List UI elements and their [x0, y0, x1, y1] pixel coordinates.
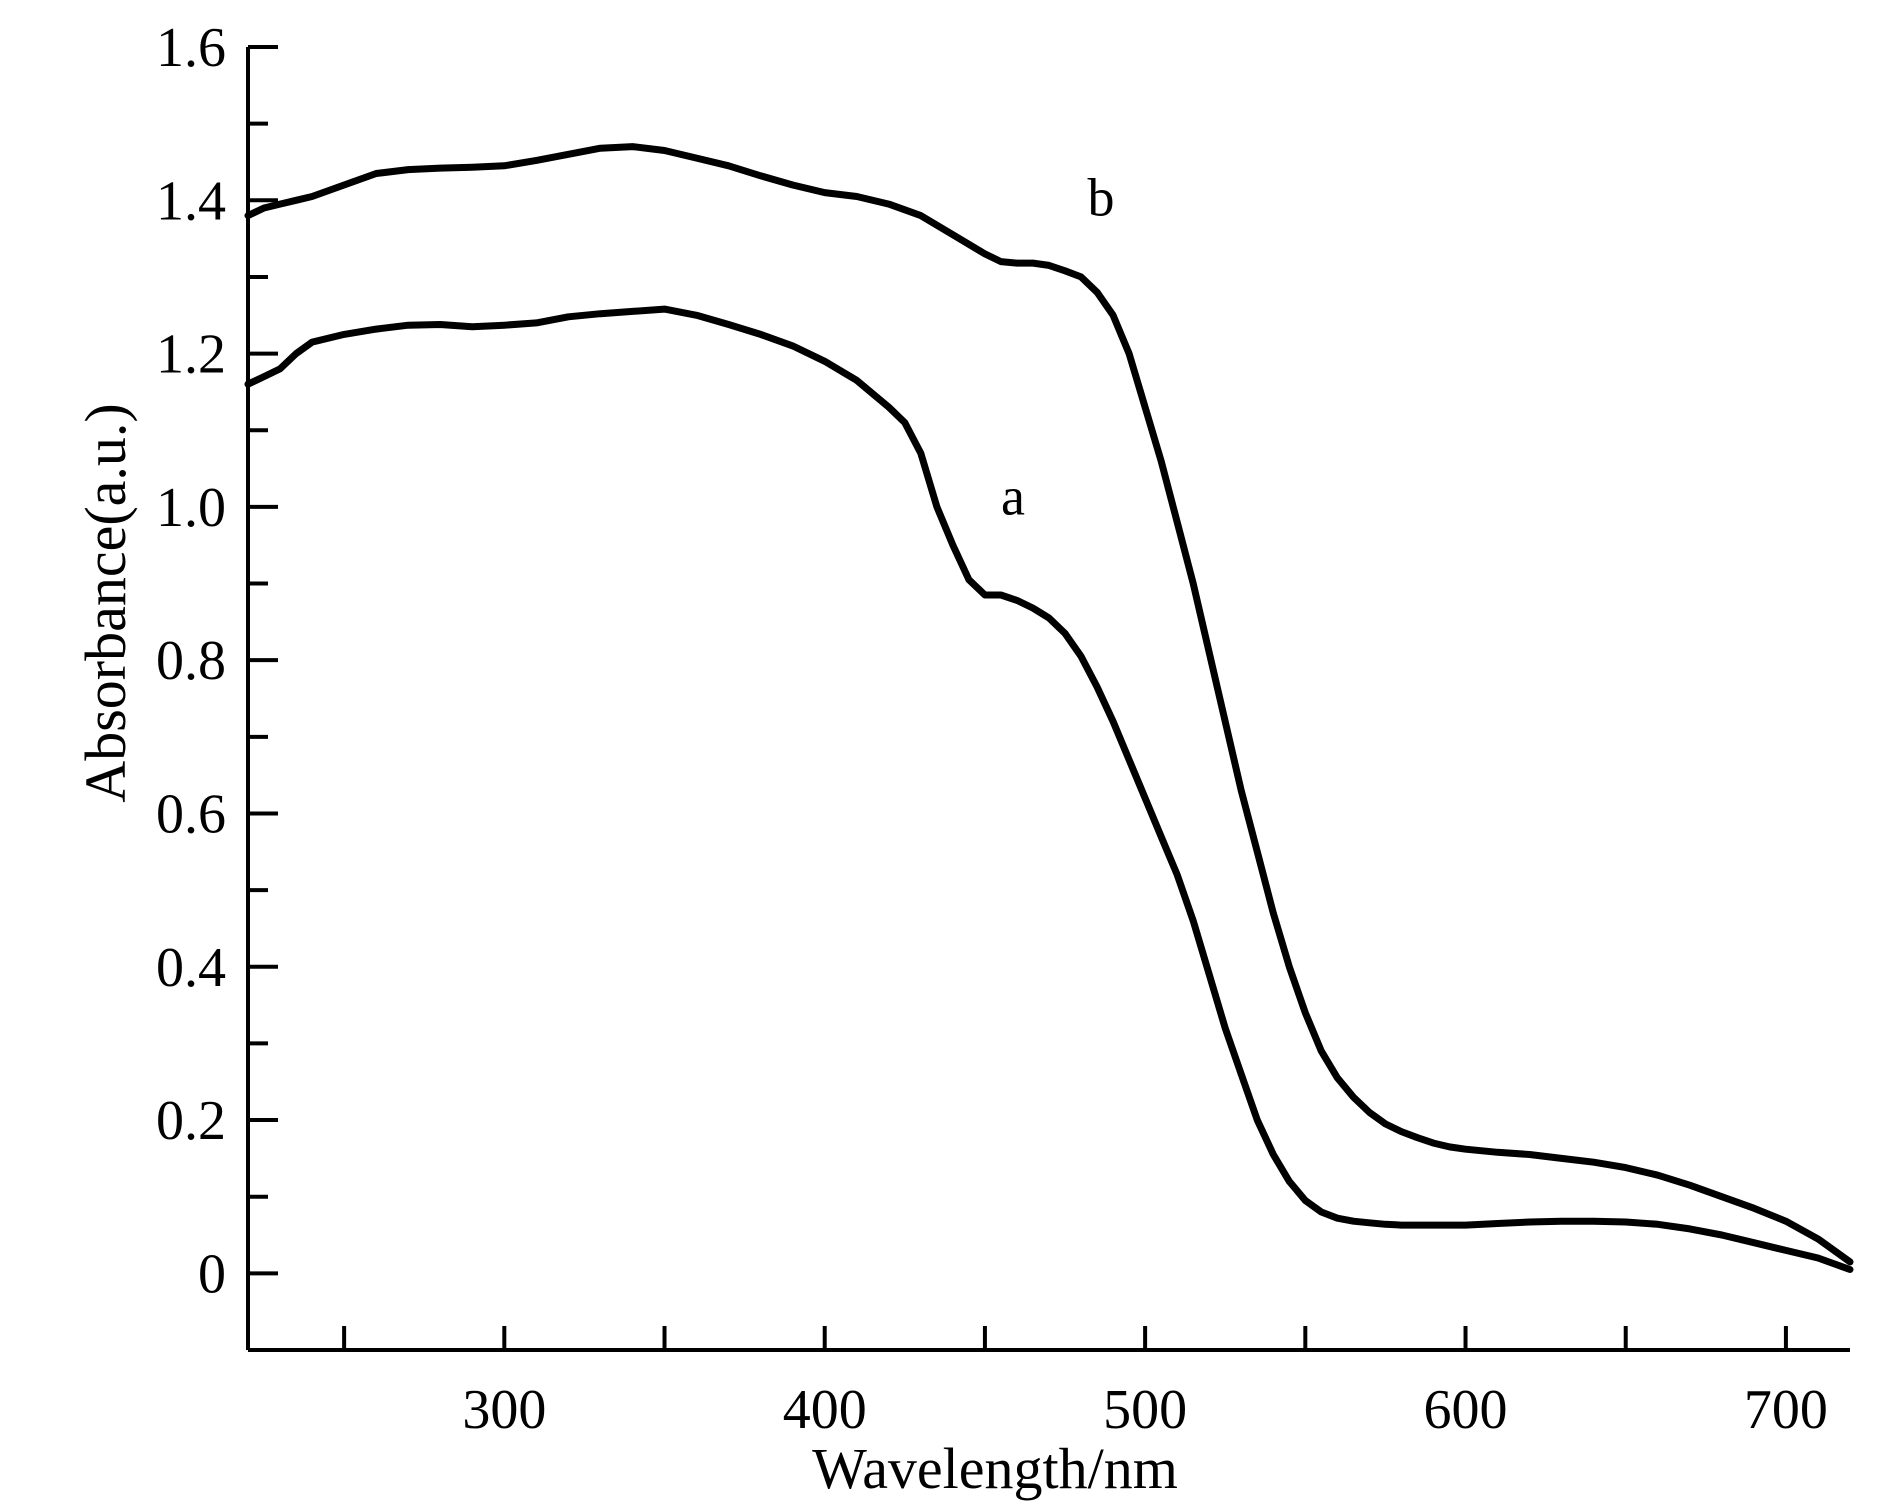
series-label-b: b — [1087, 168, 1114, 228]
x-ticks: 300 400 500 600 700 — [342, 1326, 1828, 1441]
y-tick-label: 1.2 — [156, 324, 226, 386]
y-tick-label: 0.4 — [156, 937, 226, 999]
x-axis-title: Wavelength/nm — [812, 1436, 1178, 1501]
x-tick-label: 400 — [783, 1379, 867, 1441]
series-labels: ab — [1001, 168, 1115, 527]
y-ticks: 0 0.2 0.4 0.6 0.8 1.0 1.2 1.4 1.6 — [156, 17, 278, 1305]
y-axis-title: Absorbance(a.u.) — [73, 403, 138, 802]
series-line-b — [244, 143, 1854, 1266]
series-lines — [244, 143, 1854, 1273]
x-tick-label: 300 — [462, 1379, 546, 1441]
y-tick-label: 0.8 — [156, 630, 226, 692]
x-tick-label: 600 — [1424, 1379, 1508, 1441]
x-tick-label: 700 — [1744, 1379, 1828, 1441]
y-tick-label: 0.6 — [156, 783, 226, 845]
y-tick-label: 1.6 — [156, 17, 226, 79]
y-tick-label: 1.0 — [156, 477, 226, 539]
series-line-a — [244, 305, 1854, 1273]
y-tick-label: 0.2 — [156, 1090, 226, 1152]
y-tick-label: 0 — [198, 1243, 226, 1305]
y-tick-label: 1.4 — [156, 170, 226, 232]
series-label-a: a — [1001, 467, 1025, 527]
plot-axes — [246, 47, 1850, 1352]
x-tick-label: 500 — [1103, 1379, 1187, 1441]
